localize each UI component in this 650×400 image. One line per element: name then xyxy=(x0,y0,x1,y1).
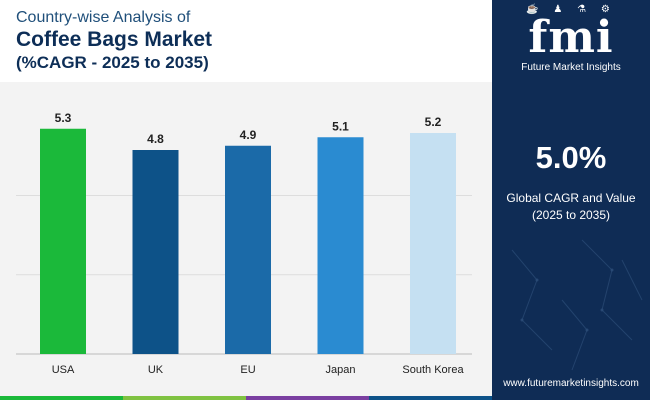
global-cagr-label: Global CAGR and Value (2025 to 2035) xyxy=(492,190,650,224)
strip-segment-1 xyxy=(0,396,123,400)
global-cagr-label-line1: Global CAGR and Value xyxy=(506,191,636,205)
company-name: Future Market Insights xyxy=(521,62,621,73)
global-cagr-value: 5.0% xyxy=(535,140,607,175)
bar-value-label: 5.2 xyxy=(425,115,442,129)
strip-segment-2 xyxy=(123,396,246,400)
chart-title: Coffee Bags Market xyxy=(16,28,213,51)
bar-eu xyxy=(225,145,271,354)
bar-japan xyxy=(317,137,364,354)
x-tick-label: USA xyxy=(52,364,75,376)
chart-header: Country-wise Analysis of Coffee Bags Mar… xyxy=(16,8,486,74)
chart-subtitle-bottom: (%CAGR - 2025 to 2035) xyxy=(16,53,209,72)
bar-uk xyxy=(132,150,179,354)
fmi-logo: fmi xyxy=(528,12,614,63)
brand-panel: ☕ ♟ ⚗ ⚙ fmi Future Market Insights 5.0% … xyxy=(492,0,650,400)
chart-area: 5.3 USA 4.8 UK 4.9 EU 5.1 Japan 5.2 South Korea xyxy=(0,82,492,400)
bottom-color-strip xyxy=(0,396,492,400)
global-cagr-label-line2: (2025 to 2035) xyxy=(531,208,611,222)
bar-usa xyxy=(40,128,86,354)
bar-chart: 5.3 USA 4.8 UK 4.9 EU 5.1 Japan 5.2 South Korea xyxy=(16,111,472,376)
panel-pattern xyxy=(511,239,643,371)
x-tick-label: UK xyxy=(148,364,164,376)
website-url: www.futuremarketinsights.com xyxy=(503,378,639,389)
bar-value-label: 4.9 xyxy=(240,128,257,142)
bar-south-korea xyxy=(410,133,456,354)
strip-segment-3 xyxy=(246,396,369,400)
strip-segment-4 xyxy=(369,396,492,400)
x-tick-label: EU xyxy=(240,364,255,376)
x-tick-label: Japan xyxy=(326,364,356,376)
bar-value-label: 5.3 xyxy=(55,111,72,125)
chart-subtitle-top: Country-wise Analysis of xyxy=(16,9,191,26)
bar-value-label: 4.8 xyxy=(147,132,164,146)
logo-icons: ☕ ♟ ⚗ ⚙ xyxy=(526,4,616,15)
x-tick-label: South Korea xyxy=(402,364,464,376)
bar-value-label: 5.1 xyxy=(332,119,349,133)
